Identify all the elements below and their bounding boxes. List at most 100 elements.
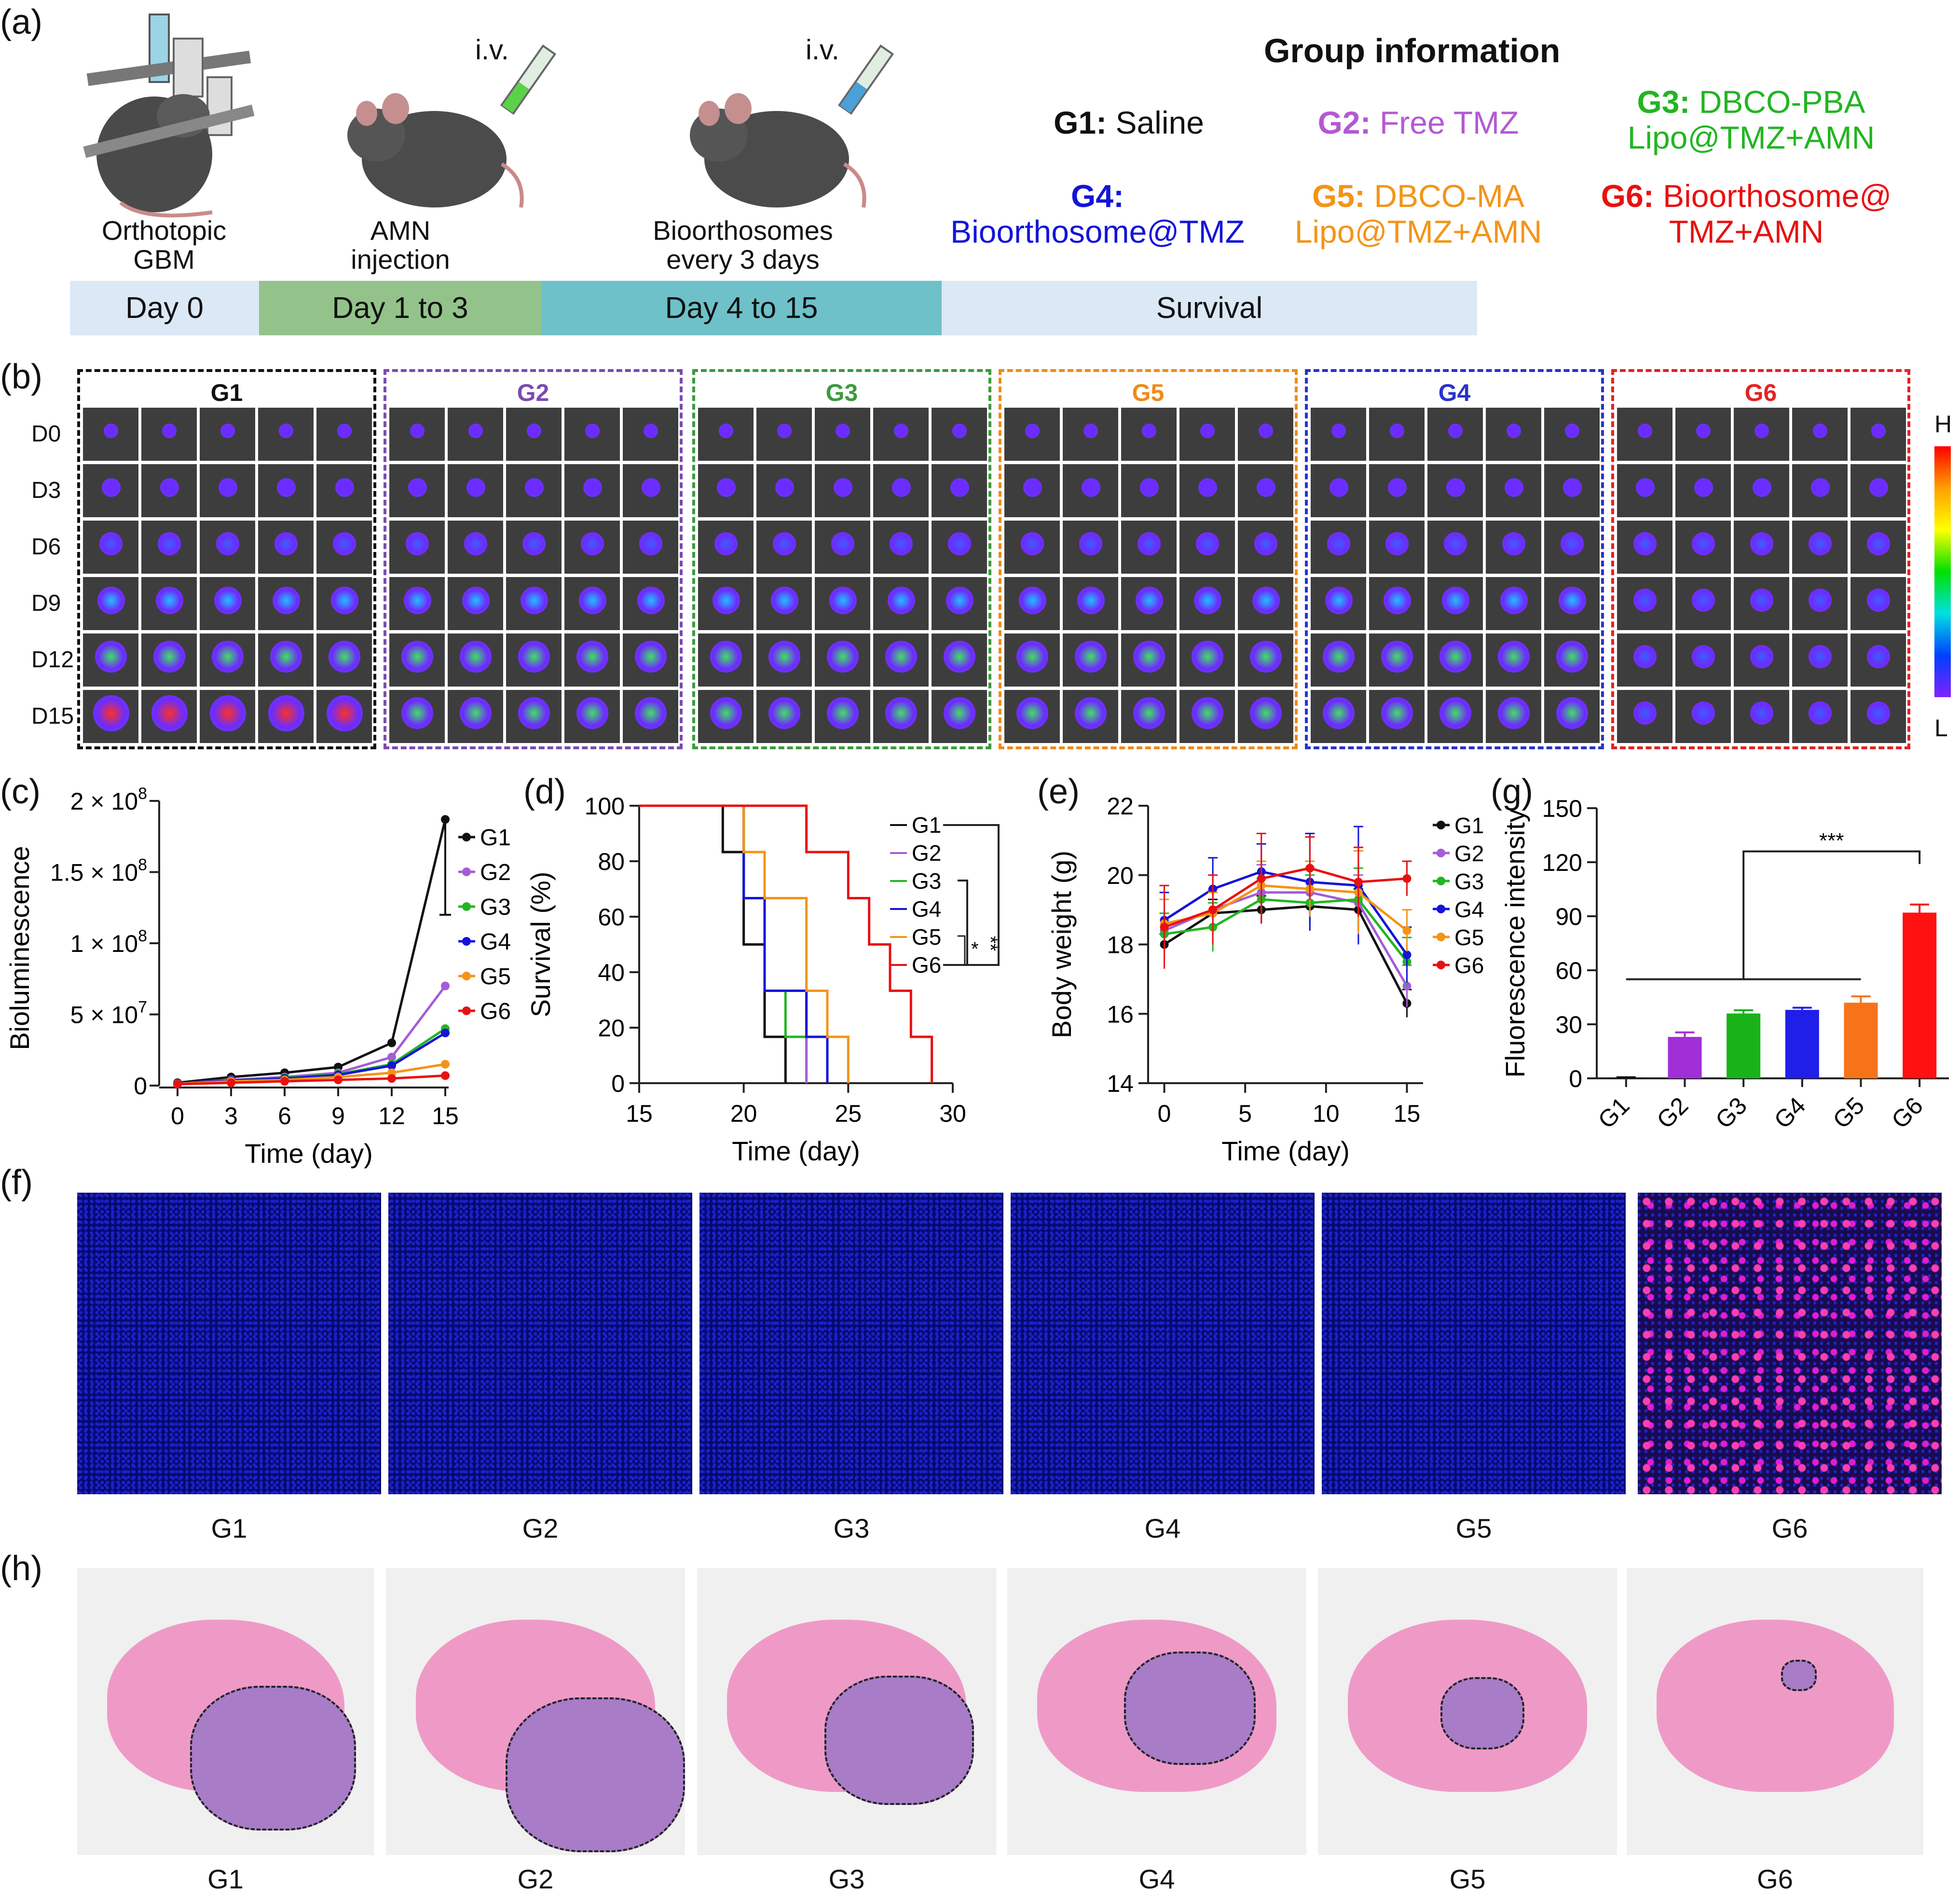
data-point bbox=[441, 1060, 450, 1069]
imaging-cell bbox=[1427, 690, 1483, 743]
tumor-signal bbox=[518, 641, 550, 673]
tumor-signal bbox=[1633, 645, 1657, 668]
imaging-cell bbox=[316, 408, 372, 461]
data-point bbox=[1160, 922, 1169, 932]
tumor-signal bbox=[333, 532, 356, 555]
fluorescence-image-g3 bbox=[699, 1193, 1003, 1494]
tumor-signal bbox=[710, 641, 742, 673]
tumor-signal bbox=[272, 586, 300, 614]
tumor-signal bbox=[1075, 641, 1107, 673]
imaging-cell bbox=[1369, 464, 1425, 517]
tumor-signal bbox=[885, 697, 917, 729]
legend-marker bbox=[1437, 961, 1445, 969]
tumor-signal bbox=[1135, 586, 1163, 614]
legend-label-g1: G1 bbox=[1454, 813, 1484, 838]
tumor-signal bbox=[719, 424, 733, 438]
x-tick-label: 0 bbox=[171, 1102, 184, 1129]
x-tick-label: 6 bbox=[278, 1102, 291, 1129]
imaging-cell bbox=[1544, 408, 1600, 461]
imaging-cell bbox=[1238, 408, 1293, 461]
tumor-signal bbox=[468, 424, 483, 438]
y-axis-label: Body weight (g) bbox=[1046, 851, 1077, 1038]
tumor-signal bbox=[768, 697, 800, 729]
imaging-cell bbox=[1486, 464, 1541, 517]
imaging-cell bbox=[1792, 577, 1848, 630]
step3-line2: every 3 days bbox=[666, 244, 820, 275]
tumor-signal bbox=[1323, 641, 1355, 673]
tumor-signal bbox=[1446, 478, 1465, 497]
group-g6-desc1: Bioorthosome@ bbox=[1663, 178, 1892, 214]
data-point bbox=[1257, 874, 1266, 883]
bracket-g1 bbox=[943, 824, 1000, 966]
tumor-signal bbox=[1196, 532, 1219, 555]
imaging-cell bbox=[1486, 521, 1541, 574]
data-point bbox=[387, 1038, 396, 1047]
histology-label-g6: G6 bbox=[1757, 1864, 1793, 1894]
imaging-cell bbox=[506, 464, 562, 517]
tumor-signal bbox=[466, 478, 485, 497]
y-tick-label: 0 bbox=[611, 1070, 625, 1097]
tumor-signal bbox=[158, 532, 181, 555]
imaging-cell bbox=[1850, 464, 1906, 517]
histology-image-g1 bbox=[77, 1568, 374, 1855]
imaging-cell bbox=[698, 521, 754, 574]
legend-label-g5: G5 bbox=[480, 964, 511, 990]
tumor-signal bbox=[95, 641, 127, 673]
tumor-signal bbox=[635, 697, 667, 729]
y-tick-label: 60 bbox=[1555, 957, 1582, 984]
tumor-signal bbox=[716, 478, 736, 497]
tumor-signal bbox=[1498, 697, 1530, 729]
imaging-cell bbox=[698, 577, 754, 630]
imaging-cell bbox=[1311, 521, 1366, 574]
tumor-signal bbox=[274, 532, 298, 555]
x-tick-label: 15 bbox=[1394, 1100, 1421, 1127]
day-label-d3: D3 bbox=[31, 478, 61, 503]
imaging-cell bbox=[1675, 690, 1731, 743]
imaging-cell bbox=[1486, 408, 1541, 461]
tumor-signal bbox=[524, 478, 544, 497]
imaging-cell bbox=[932, 464, 987, 517]
imaging-cell bbox=[873, 577, 929, 630]
tumor-signal bbox=[1692, 645, 1715, 668]
stereotaxic-mouse-illustration bbox=[83, 14, 255, 218]
group-title-g3: G3 bbox=[825, 379, 858, 406]
imaging-cell bbox=[873, 521, 929, 574]
histology-image-g6 bbox=[1627, 1568, 1923, 1855]
tumor-signal bbox=[714, 532, 738, 555]
group-g2-id: G2: bbox=[1317, 105, 1371, 140]
tumor-signal bbox=[581, 532, 604, 555]
histology-label-g3: G3 bbox=[828, 1864, 865, 1894]
tumor-signal bbox=[1381, 641, 1413, 673]
tumor-signal bbox=[1325, 586, 1353, 614]
sig-label-2: ** bbox=[980, 936, 1001, 951]
y-tick-label: 18 bbox=[1107, 932, 1134, 959]
tumor-signal bbox=[1556, 697, 1588, 729]
imaging-cell bbox=[389, 577, 445, 630]
y-tick-label: 14 bbox=[1107, 1070, 1134, 1097]
imaging-cell bbox=[1121, 408, 1177, 461]
timeline-survival-label: Survival bbox=[1156, 291, 1263, 325]
tumor-signal bbox=[527, 424, 541, 438]
tumor-signal bbox=[773, 532, 796, 555]
tumor-signal bbox=[462, 586, 490, 614]
fluorescence-label-g6: G6 bbox=[1771, 1513, 1808, 1543]
bar-g5 bbox=[1844, 1003, 1878, 1078]
imaging-cell bbox=[316, 577, 372, 630]
step2-caption: AMN injection bbox=[314, 216, 487, 275]
imaging-cell bbox=[448, 577, 503, 630]
imaging-cell bbox=[873, 690, 929, 743]
survival-curve-g6 bbox=[639, 804, 933, 1083]
data-point bbox=[1402, 874, 1412, 883]
tumor-signal bbox=[829, 586, 857, 614]
imaging-cell bbox=[1486, 690, 1541, 743]
imaging-cell bbox=[258, 408, 314, 461]
group-title-g5: G5 bbox=[1132, 379, 1165, 406]
sig-label: *** bbox=[1819, 829, 1844, 853]
imaging-cell bbox=[1311, 633, 1366, 687]
tumor-signal bbox=[1565, 424, 1579, 438]
y-tick-label: 22 bbox=[1107, 793, 1134, 820]
survival-chart: 0 20 40 60 80 100 15 20 25 30 Time (day) Survival (… bbox=[525, 793, 1006, 1166]
group-g6-desc2: TMZ+AMN bbox=[1669, 213, 1824, 249]
imaging-cell bbox=[1121, 577, 1177, 630]
fluorescence-image-g6 bbox=[1638, 1193, 1942, 1494]
